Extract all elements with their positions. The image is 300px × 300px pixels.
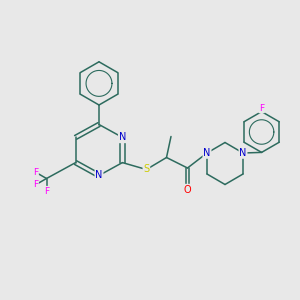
Text: N: N <box>95 170 103 181</box>
Text: S: S <box>143 164 149 175</box>
Text: F: F <box>44 187 49 196</box>
Text: F: F <box>33 168 38 177</box>
Text: N: N <box>203 148 211 158</box>
Text: F: F <box>33 180 38 189</box>
Text: N: N <box>239 148 247 158</box>
Text: N: N <box>119 132 126 142</box>
Text: O: O <box>184 184 191 195</box>
Text: F: F <box>259 103 264 112</box>
